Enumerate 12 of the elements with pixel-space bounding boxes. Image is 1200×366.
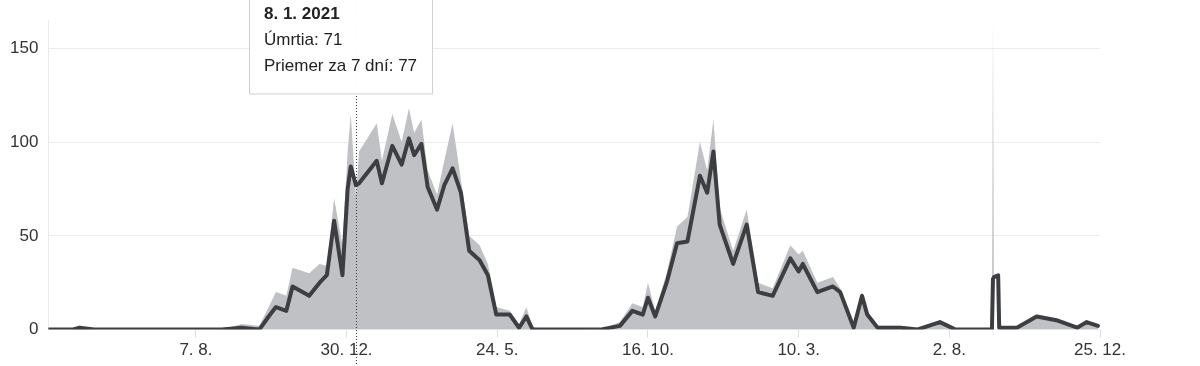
x-tick-label: 24. 5. — [476, 340, 519, 360]
x-tick-label: 16. 10. — [621, 340, 674, 360]
y-tick-label: 0 — [28, 319, 39, 339]
y-tick-label: 150 — [9, 38, 39, 58]
annotation: 8. 1. 2021 Úmrtia: 71 Priemer za 7 dní: 77 — [264, 3, 418, 75]
y-tick-label: 100 — [9, 131, 39, 151]
x-tick-label: 30. 12. — [320, 340, 373, 360]
x-tick-label: 2. 8. — [932, 340, 966, 360]
y-tick-label: 50 — [19, 225, 39, 245]
x-tick-label: 25. 12. — [1074, 340, 1126, 360]
x-tick-label: 7. 8. — [179, 340, 213, 360]
x-tick-label: 10. 3. — [777, 340, 820, 360]
